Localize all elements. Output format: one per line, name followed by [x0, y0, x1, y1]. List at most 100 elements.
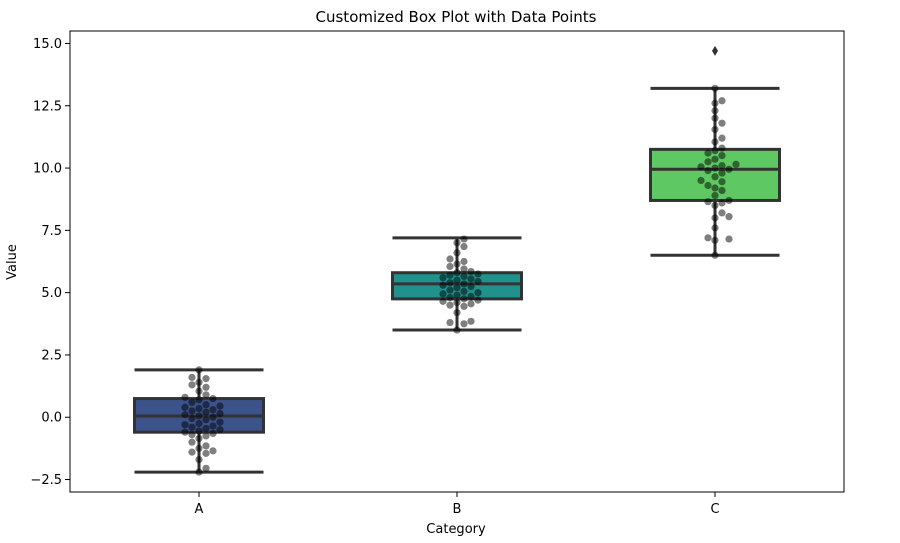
- data-point: [439, 281, 447, 289]
- data-point: [188, 431, 196, 439]
- data-point: [202, 383, 210, 391]
- x-tick-label: B: [453, 502, 462, 517]
- data-point: [188, 398, 196, 406]
- data-point: [474, 277, 482, 286]
- data-point: [704, 181, 712, 190]
- data-point: [460, 280, 468, 288]
- x-tick-label: C: [710, 502, 719, 517]
- x-tick-label: A: [195, 502, 204, 517]
- data-point: [460, 302, 468, 310]
- data-point: [711, 236, 719, 244]
- data-point: [209, 413, 217, 421]
- y-tick-label: 15.0: [33, 37, 62, 52]
- data-point: [195, 396, 203, 404]
- data-point: [188, 407, 196, 415]
- data-point: [202, 408, 210, 416]
- data-point: [195, 434, 203, 443]
- data-point: [453, 291, 461, 299]
- data-point: [181, 421, 189, 429]
- data-point: [718, 151, 726, 160]
- data-point: [460, 295, 468, 303]
- data-point: [711, 173, 719, 181]
- data-point: [188, 373, 196, 381]
- data-point: [195, 444, 203, 452]
- data-point: [467, 292, 475, 300]
- data-point: [718, 144, 726, 152]
- data-point: [202, 432, 210, 440]
- data-point: [711, 138, 719, 146]
- data-point: [209, 406, 217, 414]
- data-point: [711, 191, 719, 200]
- data-point: [711, 214, 719, 222]
- y-tick-label: −2.5: [30, 473, 62, 488]
- data-point: [467, 282, 475, 291]
- data-point: [453, 269, 461, 277]
- data-point: [460, 320, 468, 328]
- data-point: [711, 184, 719, 192]
- data-point: [704, 158, 712, 166]
- data-point: [467, 300, 475, 308]
- data-point: [446, 301, 454, 309]
- data-point: [718, 186, 726, 195]
- data-point: [446, 279, 454, 287]
- points-b: [439, 235, 482, 334]
- data-point: [209, 422, 217, 430]
- data-point: [195, 387, 203, 395]
- data-point: [446, 262, 454, 271]
- data-point: [181, 411, 189, 419]
- data-point: [453, 260, 461, 268]
- y-tick-label: 10.0: [33, 162, 62, 177]
- points-a: [181, 366, 224, 476]
- data-point: [697, 176, 705, 185]
- y-tick-label: 2.5: [41, 348, 62, 363]
- data-point: [718, 119, 726, 127]
- data-point: [467, 317, 475, 325]
- plot-area: [133, 45, 781, 476]
- data-point: [195, 419, 203, 428]
- data-point: [460, 257, 468, 266]
- data-point: [711, 155, 719, 163]
- data-point: [460, 272, 468, 281]
- data-point: [202, 464, 210, 472]
- data-point: [195, 468, 203, 476]
- data-point: [460, 287, 468, 296]
- x-axis-label: Category: [426, 522, 486, 537]
- data-point: [439, 297, 447, 305]
- data-point: [460, 235, 468, 243]
- data-point: [202, 424, 210, 433]
- data-point: [195, 427, 203, 435]
- data-point: [711, 107, 719, 115]
- data-point: [732, 160, 740, 168]
- data-point: [697, 163, 705, 171]
- data-point: [202, 391, 210, 399]
- data-point: [188, 438, 196, 446]
- data-point: [446, 318, 454, 327]
- data-point: [467, 275, 475, 283]
- data-point: [711, 224, 719, 232]
- data-point: [704, 149, 712, 157]
- points-c: [697, 84, 740, 259]
- data-point: [704, 234, 712, 242]
- data-point: [711, 201, 719, 210]
- data-point: [711, 84, 719, 92]
- y-tick-label: 5.0: [41, 286, 62, 301]
- data-point: [460, 265, 468, 273]
- data-point: [711, 114, 719, 122]
- outlier-marker: [712, 45, 718, 56]
- data-point: [195, 456, 203, 464]
- data-point: [725, 165, 733, 173]
- data-point: [216, 426, 224, 434]
- data-point: [188, 381, 196, 389]
- data-point: [711, 251, 719, 259]
- data-point: [209, 429, 217, 438]
- data-point: [216, 409, 224, 418]
- data-point: [202, 416, 210, 424]
- data-point: [181, 428, 189, 436]
- data-point: [188, 448, 196, 456]
- data-point: [711, 125, 719, 134]
- y-tick-label: 12.5: [33, 99, 62, 114]
- data-point: [446, 286, 454, 294]
- data-point: [202, 401, 210, 409]
- data-point: [181, 393, 189, 401]
